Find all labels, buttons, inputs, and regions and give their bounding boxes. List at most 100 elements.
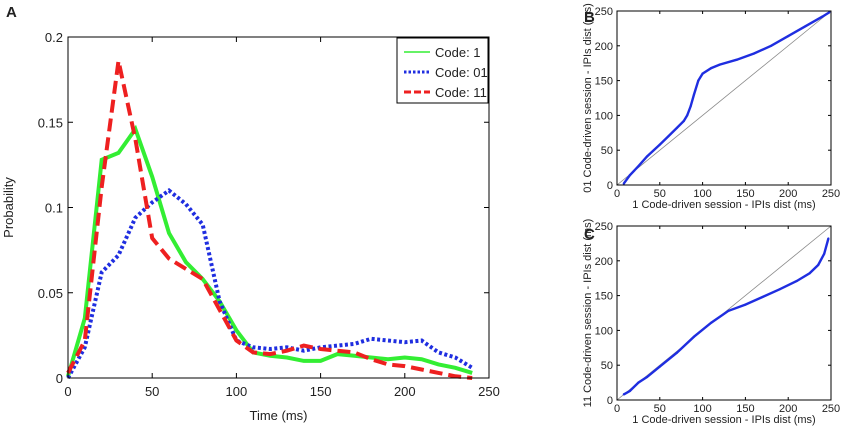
- y-tick-label: 150: [595, 291, 613, 303]
- x-axis-label: Time (ms): [249, 408, 307, 423]
- legend-label: Code: 01: [435, 65, 488, 80]
- data-point: [787, 35, 790, 38]
- data-point: [622, 182, 625, 185]
- data-point: [808, 272, 811, 275]
- data-point: [628, 389, 631, 393]
- data-point: [637, 381, 640, 384]
- y-tick-label: 0.15: [38, 115, 63, 130]
- x-tick-label: 250: [478, 384, 500, 399]
- data-point: [637, 165, 640, 168]
- data-point: [697, 79, 700, 82]
- x-tick-label: 0: [614, 188, 620, 200]
- legend-box: [396, 37, 489, 104]
- data-point: [675, 351, 679, 354]
- series-group: [616, 225, 832, 401]
- data-point: [692, 93, 696, 96]
- data-point: [744, 303, 747, 306]
- y-tick-label: 0.2: [45, 30, 63, 45]
- data-point: [667, 135, 670, 138]
- y-tick-label: 0.1: [45, 201, 63, 216]
- x-tick-label: 200: [779, 403, 797, 415]
- axes-box: [616, 225, 832, 401]
- y-tick-label: 100: [595, 325, 613, 337]
- y-axis-ticks: 0 0.05 0.1 0.15 0.2: [38, 30, 489, 386]
- x-tick-label: 50: [145, 384, 159, 399]
- series-line-code-11: [66, 60, 473, 380]
- y-tick-label: 0: [607, 180, 613, 192]
- data-point: [710, 67, 713, 70]
- series-line-code-1: [66, 124, 473, 377]
- data-point: [658, 143, 661, 146]
- data-point: [795, 279, 798, 283]
- x-tick-label: 150: [310, 384, 332, 399]
- data-point: [710, 321, 713, 324]
- x-tick-label: 250: [822, 403, 840, 415]
- series-line-quantiles: [623, 238, 830, 396]
- data-point: [718, 63, 721, 66]
- data-point: [752, 52, 756, 55]
- series-line-code-01: [66, 187, 474, 379]
- panel-b: B 0 50 100 150 200 250 0 50 100 150 200 250 1 Code-dr…: [582, 3, 840, 211]
- x-tick-label: 150: [736, 403, 754, 415]
- x-tick-label: 250: [822, 188, 840, 200]
- data-point: [823, 252, 826, 255]
- panel-letter: C: [584, 226, 595, 243]
- data-point: [727, 309, 730, 312]
- y-tick-label: 150: [595, 76, 613, 88]
- data-point: [761, 295, 764, 299]
- y-tick-label: 50: [601, 145, 613, 157]
- data-point: [689, 105, 692, 108]
- x-tick-label: 200: [394, 384, 416, 399]
- y-tick-label: 100: [595, 110, 613, 122]
- data-point: [645, 375, 649, 379]
- data-point: [735, 58, 738, 61]
- y-tick-label: 0: [56, 371, 63, 386]
- series-group: [66, 60, 474, 380]
- x-tick-label: 150: [736, 188, 754, 200]
- data-point: [817, 263, 820, 267]
- data-point: [701, 72, 704, 75]
- data-point: [675, 126, 679, 129]
- data-point: [658, 365, 661, 368]
- y-tick-label: 250: [595, 221, 613, 233]
- x-tick-label: 100: [693, 188, 711, 200]
- data-point: [828, 11, 831, 14]
- axes-box: [616, 10, 832, 186]
- legend-label: Code: 11: [435, 85, 487, 100]
- data-point: [778, 288, 781, 291]
- panel-a: A 0 50 100 150 200 250 0 0.05 0.1 0.15 0.2 Time (ms)…: [1, 4, 500, 423]
- legend: Code: 1 Code: 01 Code: 11: [396, 37, 489, 104]
- panel-c: C 0 50 100 150 200 250 0 50 100 150 200 250 1 Code-dr…: [582, 219, 840, 426]
- x-tick-label: 100: [226, 384, 248, 399]
- y-axis-ticks: 0 50 100 150 200 250: [595, 6, 831, 192]
- x-tick-label: 100: [693, 403, 711, 415]
- data-point: [804, 25, 807, 28]
- x-tick-label: 0: [614, 403, 620, 415]
- data-point: [686, 114, 689, 117]
- x-axis-label: 1 Code-driven session - IPIs dist (ms): [632, 414, 815, 426]
- y-axis-label: 01 Code-driven session - IPIs dist (ms): [582, 3, 594, 193]
- panel-letter: B: [584, 9, 595, 26]
- y-axis-ticks: 0 50 100 150 200 250: [595, 221, 831, 407]
- data-point: [622, 393, 625, 396]
- series-line-quantiles: [622, 11, 830, 185]
- y-axis-label: Probability: [1, 177, 16, 238]
- y-tick-label: 250: [595, 6, 613, 18]
- series-line-reference: [616, 10, 832, 186]
- legend-label: Code: 1: [435, 45, 481, 60]
- y-tick-label: 200: [595, 41, 613, 53]
- series-group: [616, 10, 832, 186]
- data-point: [821, 15, 824, 18]
- x-axis-label: 1 Code-driven session - IPIs dist (ms): [632, 199, 815, 211]
- x-tick-label: 50: [654, 403, 666, 415]
- data-point: [628, 174, 631, 177]
- y-tick-label: 0: [607, 395, 613, 407]
- x-axis-ticks: 0 50 100 150 200 250: [64, 37, 500, 399]
- x-axis-ticks: 0 50 100 150 200 250: [614, 226, 840, 415]
- y-tick-label: 200: [595, 256, 613, 268]
- y-tick-label: 50: [601, 360, 613, 372]
- panel-letter: A: [6, 4, 17, 21]
- data-point: [682, 119, 685, 123]
- y-tick-label: 0.05: [38, 286, 63, 301]
